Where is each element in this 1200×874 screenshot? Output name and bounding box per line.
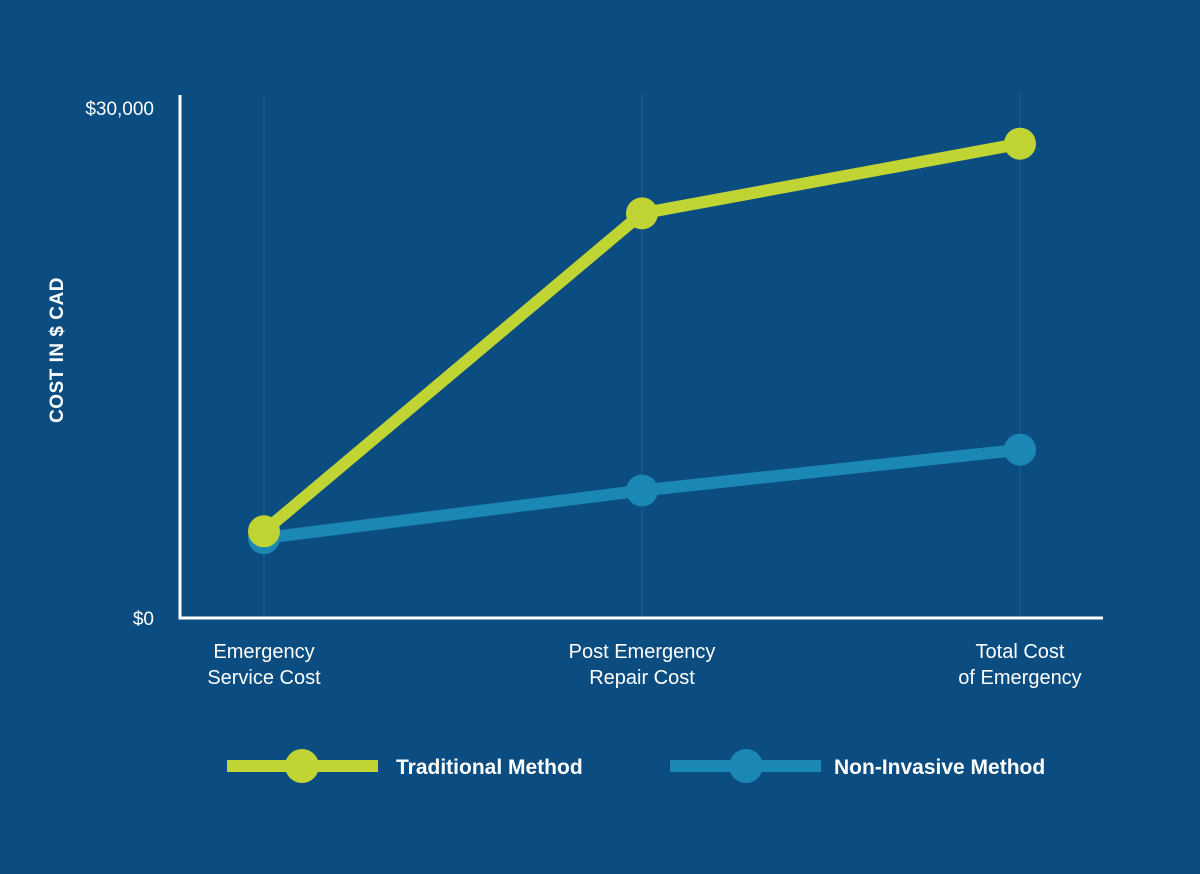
gridlines bbox=[263, 95, 1021, 616]
axes bbox=[178, 95, 1103, 620]
y-tick-labels: $0 $30,000 bbox=[85, 99, 154, 630]
y-axis-label: COST IN $ CAD bbox=[47, 277, 68, 423]
x-tick-label: Total Cost bbox=[976, 641, 1065, 663]
x-tick-label: Repair Cost bbox=[589, 667, 695, 689]
legend-swatch-dot bbox=[285, 749, 319, 783]
data-point bbox=[626, 197, 658, 230]
data-point bbox=[248, 515, 280, 548]
y-tick-label: $30,000 bbox=[85, 99, 154, 120]
x-tick-label: Post Emergency bbox=[569, 641, 716, 663]
legend-label: Non-Invasive Method bbox=[834, 756, 1045, 779]
series bbox=[248, 127, 1036, 555]
legend-item: Traditional Method bbox=[227, 749, 583, 783]
data-point bbox=[1004, 127, 1036, 160]
data-point bbox=[1004, 433, 1036, 466]
x-tick-label: Emergency bbox=[213, 641, 314, 663]
y-tick-label: $0 bbox=[133, 609, 154, 630]
legend: Traditional Method Non-Invasive Method bbox=[227, 749, 1045, 783]
data-point bbox=[626, 474, 658, 507]
x-tick-label: of Emergency bbox=[958, 667, 1081, 689]
legend-item: Non-Invasive Method bbox=[670, 749, 1045, 783]
legend-swatch-dot bbox=[729, 749, 763, 783]
x-tick-labels: Emergency Service Cost Post Emergency Repai… bbox=[207, 641, 1081, 689]
legend-label: Traditional Method bbox=[396, 756, 583, 779]
x-tick-label: Service Cost bbox=[207, 667, 321, 689]
series-traditional-method bbox=[248, 127, 1036, 548]
